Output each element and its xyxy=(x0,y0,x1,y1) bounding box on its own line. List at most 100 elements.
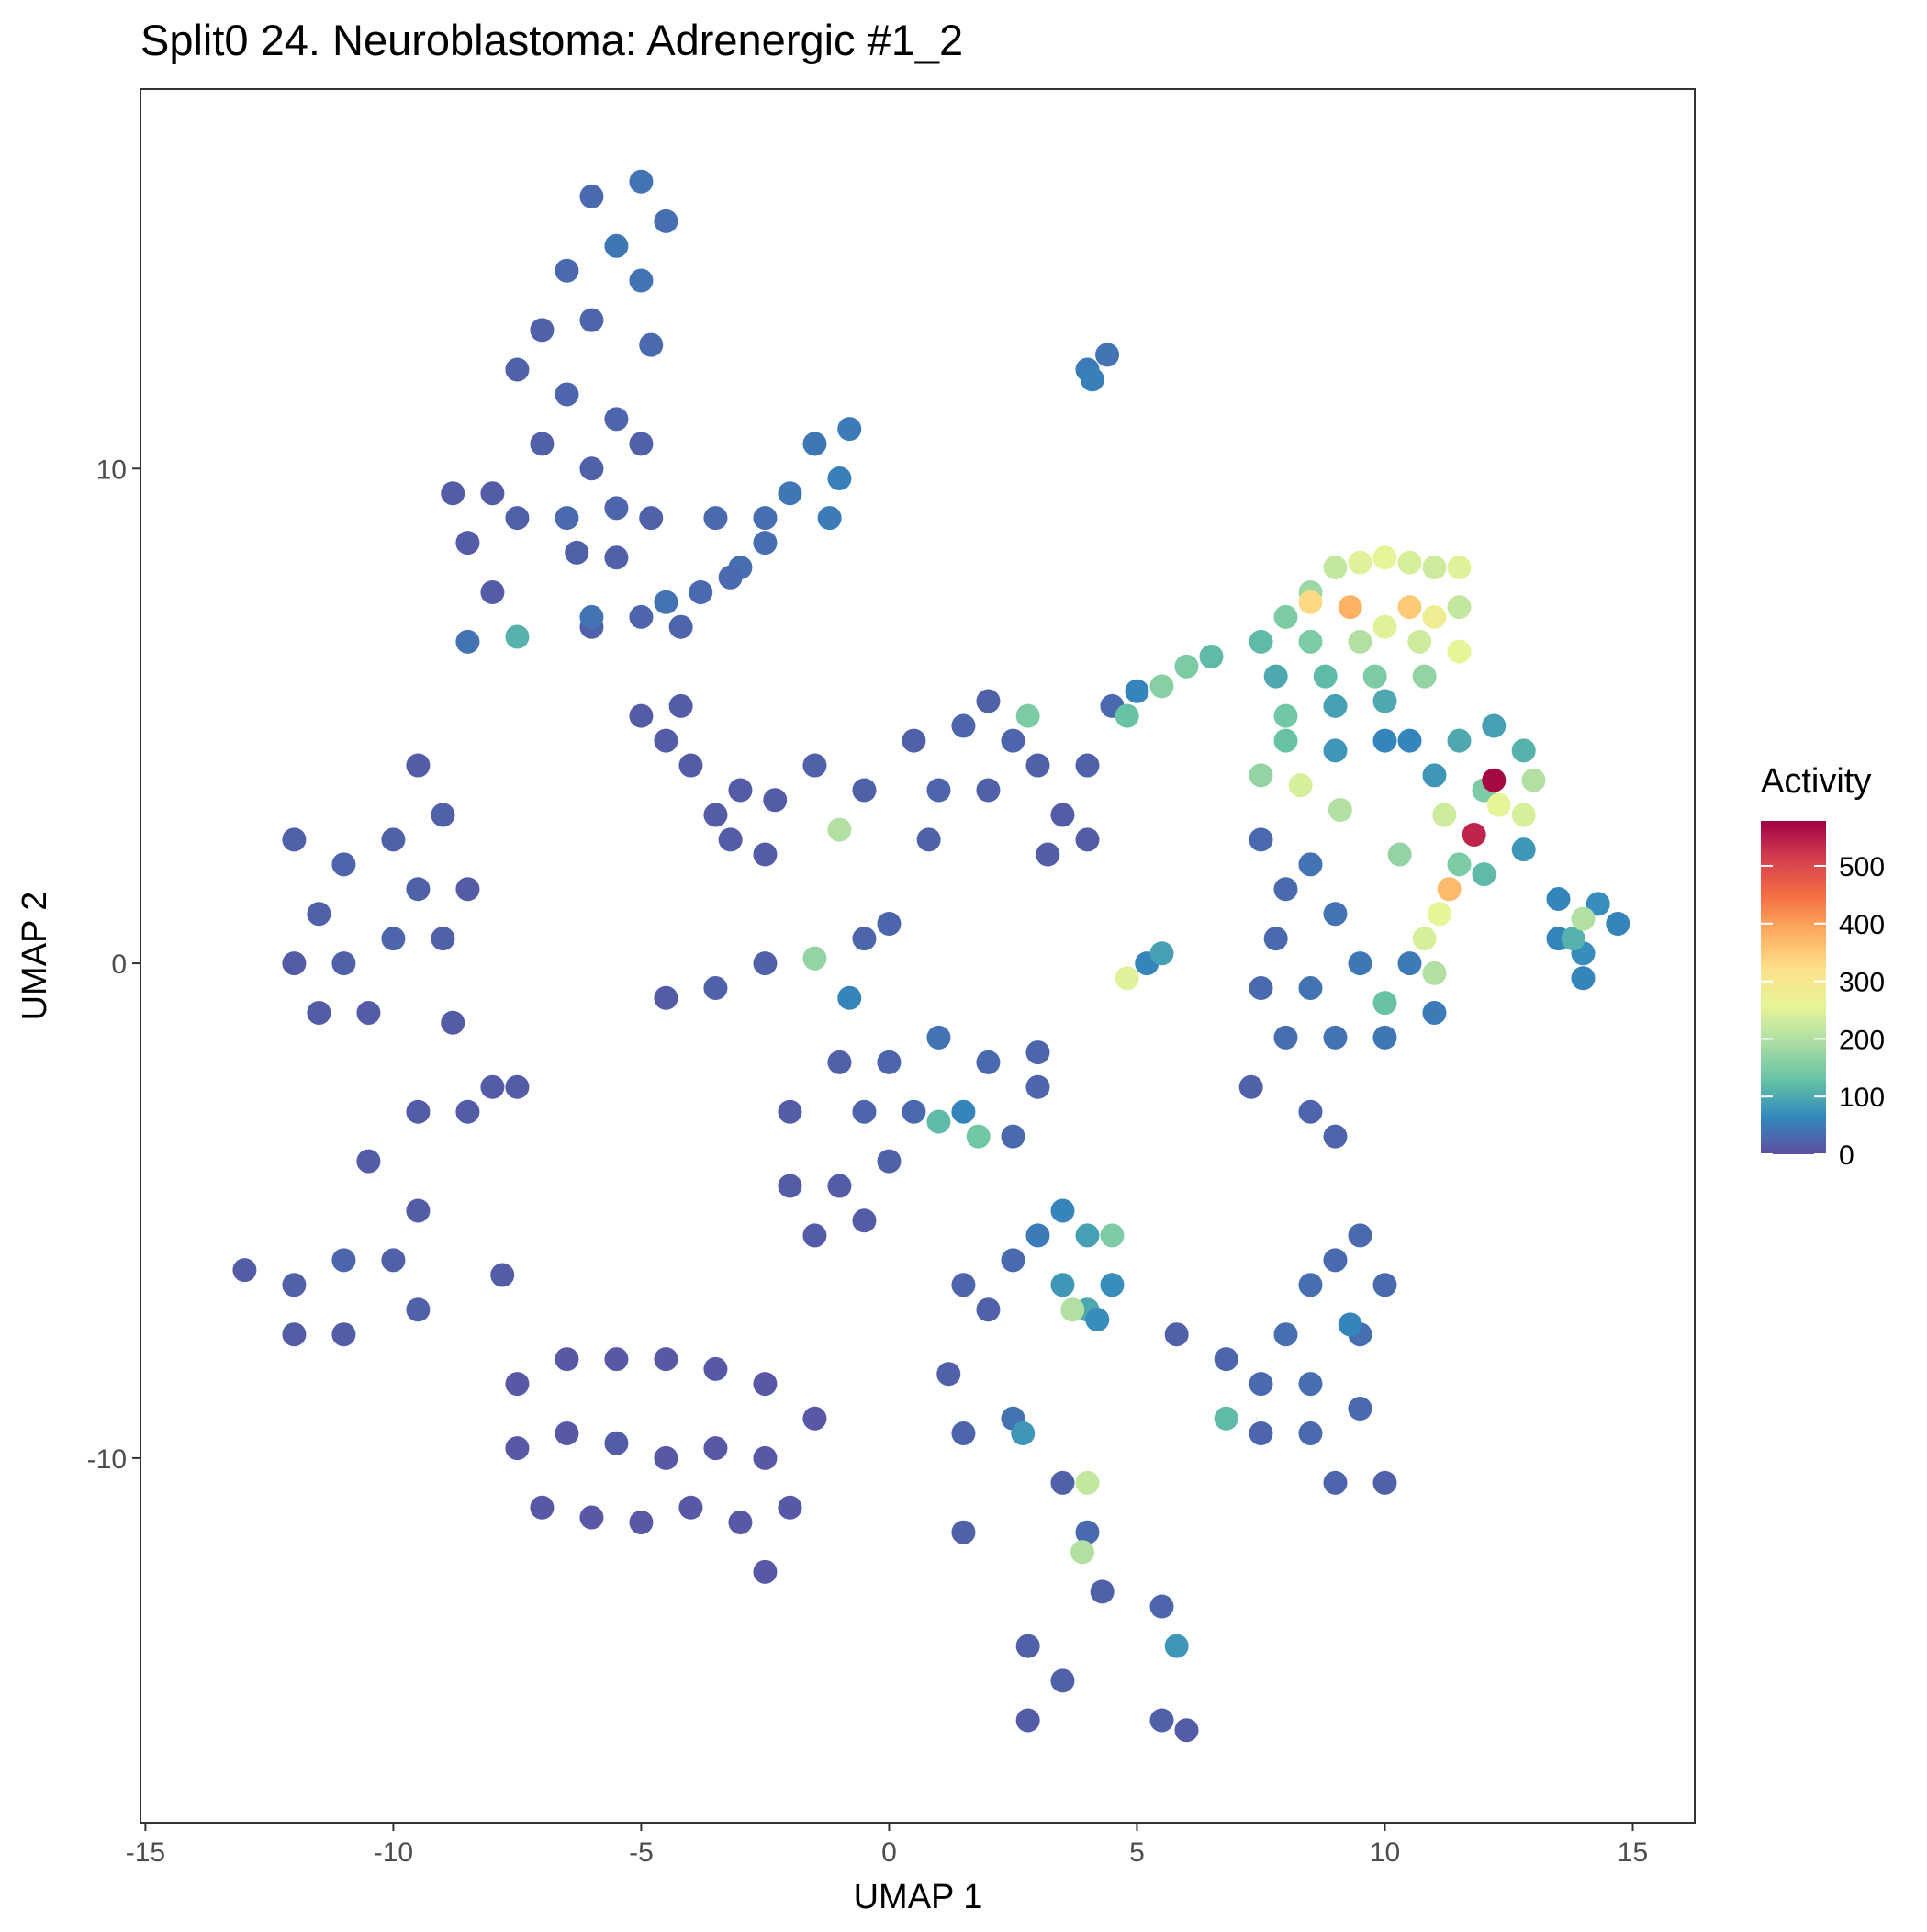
point xyxy=(555,1421,579,1445)
point xyxy=(455,877,480,902)
point xyxy=(490,1263,515,1287)
point xyxy=(555,506,579,531)
point xyxy=(1348,550,1372,575)
colorbar-tick-label: 500 xyxy=(1839,852,1885,882)
point xyxy=(1214,1347,1238,1372)
point xyxy=(480,481,505,506)
point xyxy=(1328,798,1352,823)
point xyxy=(1422,960,1447,985)
point xyxy=(232,1258,257,1283)
legend-title: Activity xyxy=(1761,762,1871,801)
point xyxy=(1263,664,1288,689)
point xyxy=(1298,1273,1323,1297)
point xyxy=(1372,1273,1397,1297)
point xyxy=(1164,1322,1189,1347)
point xyxy=(951,713,976,738)
point xyxy=(1050,803,1075,827)
point xyxy=(1075,753,1100,778)
point xyxy=(654,728,678,753)
point xyxy=(1025,1074,1050,1099)
point xyxy=(530,1495,555,1520)
point xyxy=(976,689,1001,713)
y-tick-label: 0 xyxy=(111,949,127,980)
point xyxy=(455,531,480,556)
point xyxy=(1447,852,1472,877)
point xyxy=(431,927,455,951)
point xyxy=(282,827,307,852)
x-tick-label: -15 xyxy=(126,1837,165,1868)
point xyxy=(381,827,406,852)
point xyxy=(1011,1421,1036,1445)
point xyxy=(1482,713,1507,738)
point xyxy=(1323,1025,1348,1050)
point xyxy=(1348,1397,1372,1421)
point xyxy=(1001,1124,1025,1149)
point xyxy=(1511,837,1536,862)
point xyxy=(1214,1406,1238,1431)
point xyxy=(654,590,678,614)
point xyxy=(1025,1223,1050,1248)
point xyxy=(1249,629,1273,654)
point xyxy=(852,778,877,803)
point xyxy=(1060,1297,1085,1322)
point xyxy=(1075,1520,1100,1544)
point xyxy=(629,1510,654,1534)
y-axis-title: UMAP 2 xyxy=(16,892,54,1021)
point xyxy=(1323,693,1348,718)
point xyxy=(441,481,465,506)
point xyxy=(431,803,455,827)
point xyxy=(877,911,902,936)
point xyxy=(1571,966,1596,991)
point xyxy=(1372,1025,1397,1050)
point xyxy=(1323,1248,1348,1273)
point xyxy=(1447,728,1472,753)
point xyxy=(629,169,654,194)
point xyxy=(1397,951,1422,976)
x-tick-label: -5 xyxy=(629,1837,654,1868)
point xyxy=(604,233,629,258)
point xyxy=(703,506,728,531)
point xyxy=(1397,550,1422,575)
point xyxy=(1427,902,1451,927)
point xyxy=(753,1372,778,1397)
point xyxy=(1075,1223,1100,1248)
x-tick-label: -10 xyxy=(374,1837,413,1868)
point xyxy=(1323,902,1348,927)
point xyxy=(778,1099,802,1124)
point xyxy=(356,1149,381,1174)
point xyxy=(1323,556,1348,580)
point xyxy=(555,382,579,407)
point xyxy=(1174,1718,1199,1743)
colorbar-tick-label: 0 xyxy=(1839,1140,1854,1171)
point xyxy=(778,1495,802,1520)
point xyxy=(579,456,604,481)
point xyxy=(1511,738,1536,763)
point xyxy=(1298,852,1323,877)
point xyxy=(1149,941,1174,966)
point xyxy=(1447,639,1472,664)
point xyxy=(817,506,842,531)
point xyxy=(1387,842,1412,867)
colorbar-tick-label: 100 xyxy=(1839,1083,1885,1113)
point xyxy=(1273,703,1298,728)
y-tick-label: 10 xyxy=(96,455,127,485)
point xyxy=(1075,827,1100,852)
y-tick-label: -10 xyxy=(87,1444,127,1475)
point xyxy=(1050,1470,1075,1495)
point xyxy=(604,1431,629,1455)
point xyxy=(1288,773,1313,798)
point xyxy=(1348,1223,1372,1248)
point xyxy=(1263,927,1288,951)
point xyxy=(728,778,753,803)
point xyxy=(1313,664,1338,689)
point xyxy=(1273,1025,1298,1050)
point xyxy=(1372,991,1397,1016)
point xyxy=(1115,966,1139,991)
point xyxy=(629,268,654,293)
point xyxy=(1323,738,1348,763)
point xyxy=(1437,877,1462,902)
point xyxy=(1372,614,1397,639)
point xyxy=(1115,703,1139,728)
point xyxy=(1521,768,1546,792)
